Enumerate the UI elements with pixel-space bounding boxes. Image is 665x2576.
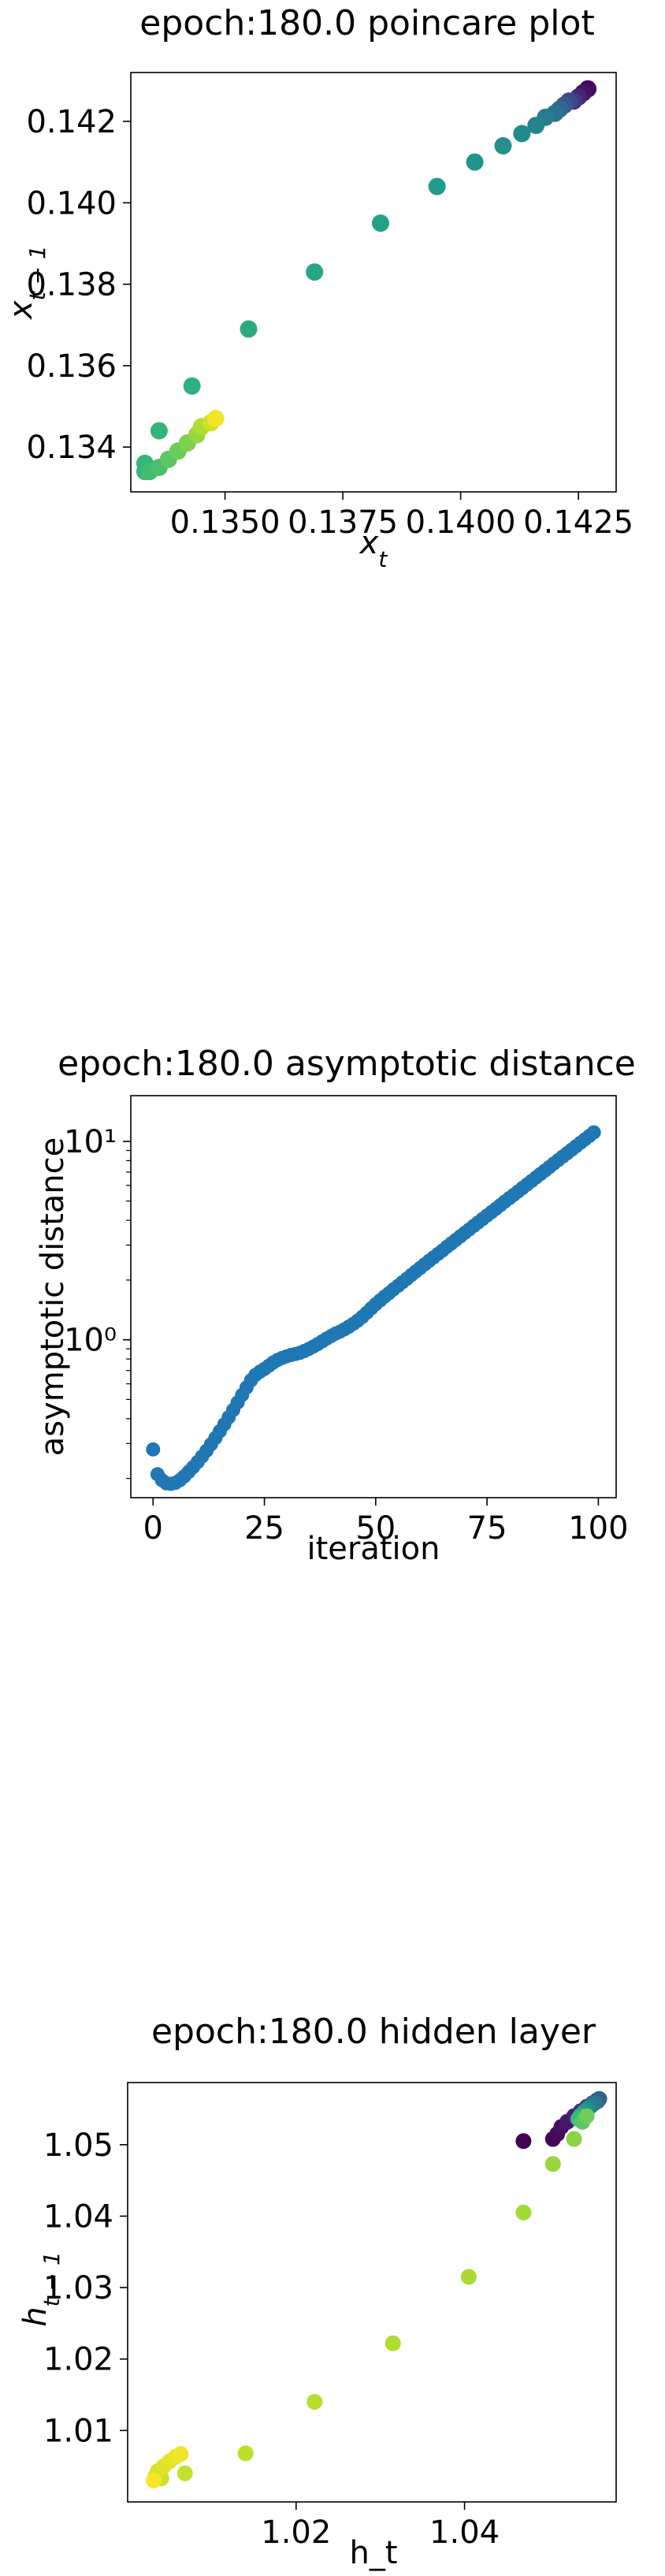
data-point [515, 2204, 532, 2220]
y-axis-label: ht − 1 [17, 2251, 65, 2326]
x-axis-label: h_t [349, 2535, 397, 2571]
y-tick-label: 1.05 [43, 2127, 113, 2164]
data-point [146, 1442, 161, 1457]
plot-area [130, 1095, 617, 1498]
data-point [183, 377, 201, 395]
data-point [494, 137, 512, 154]
y-tick-label: 10¹ [64, 1124, 117, 1160]
chart-hidden-layer: epoch:180.0 hidden layer 1.02 1.04 1.01 1.… [17, 2012, 617, 2571]
y-axis-label: asymptotic distance [35, 1137, 71, 1457]
chart-title: epoch:180.0 hidden layer [151, 2012, 596, 2052]
data-point [527, 117, 545, 135]
x-tick-label: 0.1375 [288, 504, 398, 541]
y-tick-label: 10⁰ [64, 1323, 117, 1359]
x-tick-label: 75 [467, 1510, 507, 1547]
data-point [544, 2156, 561, 2172]
y-tick-label: 1.04 [43, 2198, 113, 2235]
data-point [566, 2131, 582, 2147]
chart-asymptotic-distance: epoch:180.0 asymptotic distance 0 25 50 75 1… [35, 1044, 636, 1567]
x-tick-label: 1.04 [429, 2515, 500, 2551]
plot-area [127, 2082, 617, 2503]
x-tick-label: 25 [244, 1510, 284, 1547]
data-point [150, 422, 168, 440]
data-point [372, 214, 389, 233]
y-tick-label: 0.140 [26, 185, 117, 221]
y-tick-label: 0.134 [26, 430, 117, 466]
data-point [578, 2108, 595, 2124]
y-axis-label: xt − 1 [3, 245, 50, 321]
chart-poincare-plot: epoch:180.0 poincare plot 0.1350 0.1375 0.… [3, 3, 633, 572]
y-tick-label: 1.03 [43, 2270, 113, 2306]
data-point [306, 2394, 323, 2410]
data-point [428, 177, 446, 195]
y-tick-label: 0.138 [26, 267, 117, 303]
data-point [460, 2269, 477, 2285]
data-point [513, 125, 531, 143]
data-point [237, 2445, 254, 2462]
data-point [515, 2133, 532, 2150]
data-point [385, 2335, 401, 2351]
y-tick-label: 0.142 [26, 104, 117, 140]
x-tick-label: 50 [355, 1510, 396, 1547]
chart-title: epoch:180.0 asymptotic distance [58, 1044, 636, 1084]
data-point [586, 1125, 601, 1140]
y-tick-label: 1.02 [43, 2342, 113, 2378]
x-axis-label: iteration [307, 1531, 440, 1567]
x-tick-label: 0 [143, 1510, 163, 1547]
data-point [466, 153, 484, 171]
y-tick-label: 0.136 [26, 348, 117, 385]
y-tick-label: 1.01 [43, 2413, 113, 2449]
x-tick-label: 0.1425 [523, 504, 633, 541]
chart-title: epoch:180.0 poincare plot [139, 3, 594, 43]
x-tick-label: 100 [568, 1510, 628, 1547]
data-point [173, 2446, 189, 2462]
data-point [306, 263, 324, 281]
x-tick-label: 0.1400 [406, 504, 516, 541]
data-point [176, 2465, 193, 2481]
data-point [206, 410, 225, 427]
x-tick-label: 0.1350 [170, 504, 280, 541]
data-point [240, 320, 258, 338]
x-tick-label: 1.02 [261, 2515, 331, 2551]
data-point [146, 2472, 162, 2489]
